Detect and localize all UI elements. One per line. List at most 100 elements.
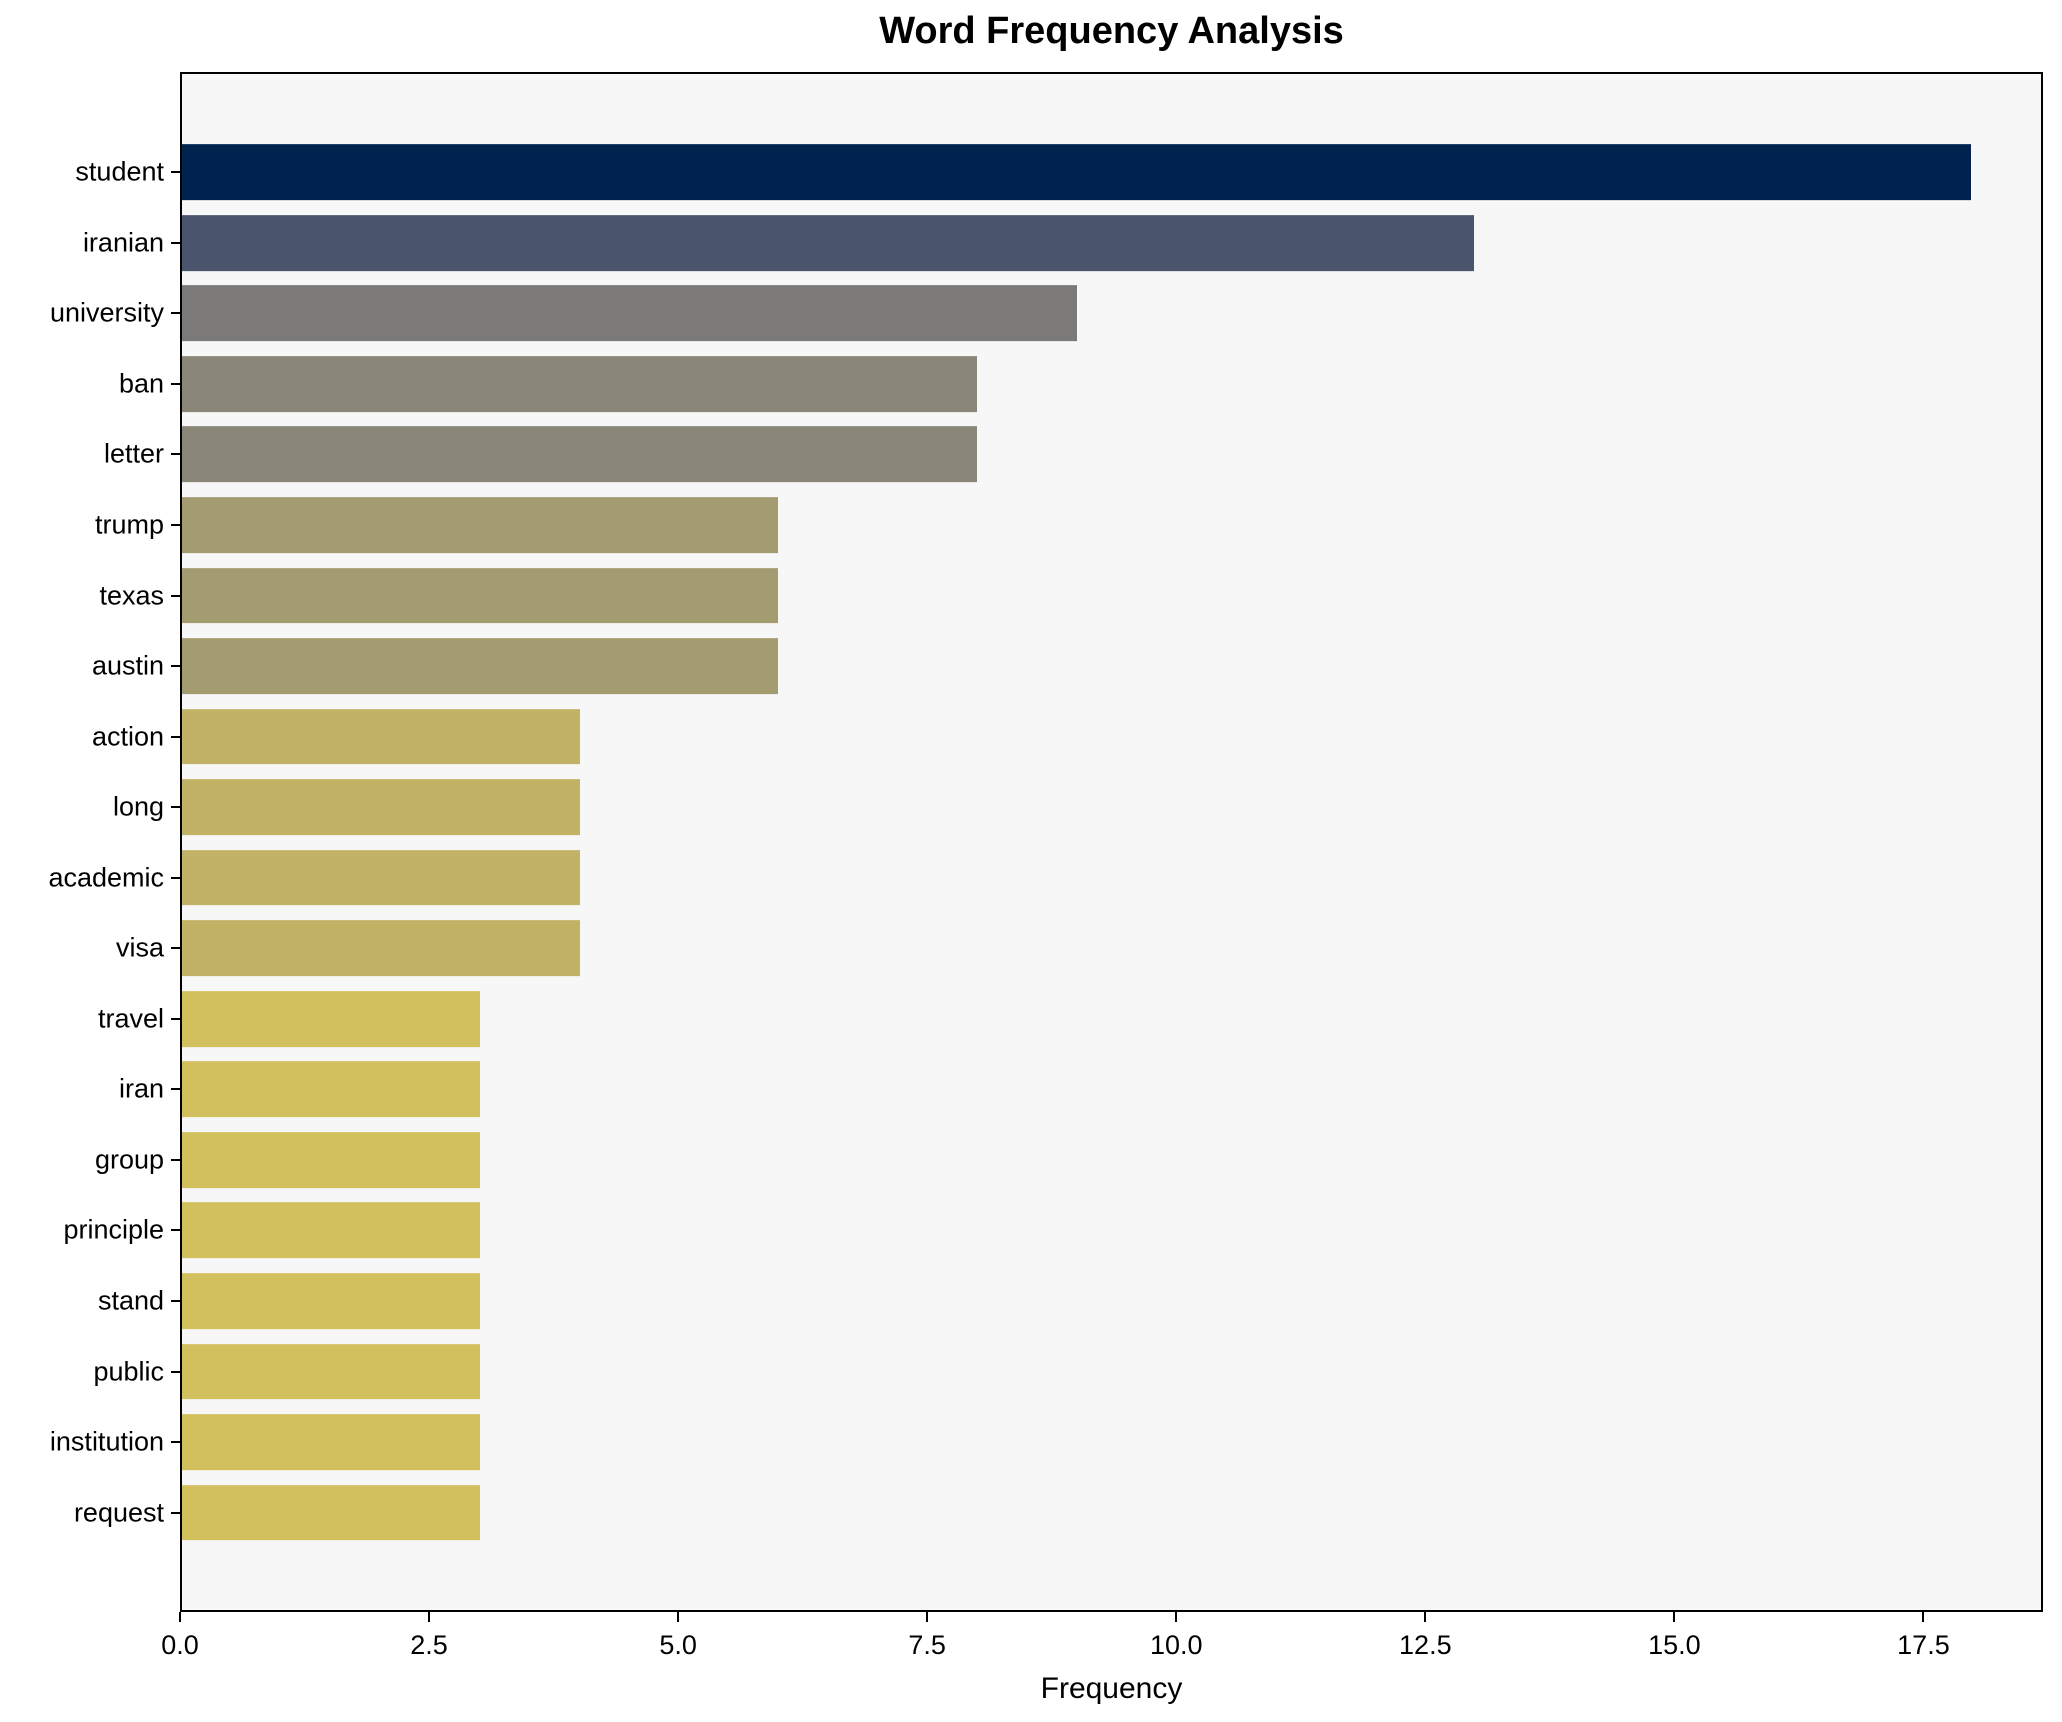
- y-tick: [171, 1017, 180, 1020]
- x-tick: [179, 1612, 181, 1622]
- bar-row: student: [75, 137, 2041, 208]
- y-tick: [171, 665, 180, 668]
- bar: [182, 1132, 481, 1188]
- bar-row: academic: [48, 842, 2041, 913]
- bar: [182, 1484, 481, 1541]
- bar-row: principle: [63, 1195, 2041, 1266]
- bar: [182, 214, 1475, 271]
- y-tick: [171, 1300, 180, 1303]
- bar: [182, 1414, 481, 1470]
- x-tick-label: 15.0: [1648, 1630, 1701, 1660]
- y-tick-label: trump: [94, 509, 164, 540]
- y-tick: [171, 1158, 180, 1161]
- y-tick: [171, 312, 180, 315]
- y-tick: [171, 1229, 180, 1232]
- bar-row: austin: [92, 631, 2041, 702]
- y-tick-label: institution: [49, 1426, 164, 1457]
- y-tick: [171, 453, 180, 456]
- bar-row: stand: [98, 1266, 2041, 1337]
- y-tick-label: austin: [91, 650, 164, 681]
- bar: [182, 356, 978, 412]
- bar-row: long: [113, 772, 2041, 843]
- y-tick: [171, 241, 180, 244]
- x-tick: [677, 1612, 680, 1622]
- x-tick-label: 17.5: [1897, 1630, 1950, 1660]
- x-tick: [428, 1612, 431, 1622]
- y-tick: [171, 382, 180, 385]
- bar-row: university: [50, 278, 2041, 349]
- bar: [182, 708, 580, 765]
- bar: [182, 638, 779, 694]
- y-tick-label: stand: [97, 1285, 164, 1316]
- plot-area: student iranian university ban letter trump te…: [48, 72, 2043, 1612]
- x-axis-label: Frequency: [1040, 1672, 1183, 1705]
- bar-row: travel: [98, 984, 2041, 1055]
- y-tick-label: university: [49, 297, 164, 328]
- y-tick-label: student: [75, 156, 164, 187]
- y-tick-label: academic: [48, 862, 164, 893]
- x-tick: [1673, 1612, 1676, 1622]
- bar: [182, 1273, 481, 1329]
- y-tick: [171, 1370, 180, 1373]
- x-tick-label: 12.5: [1399, 1630, 1452, 1660]
- y-tick-label: letter: [103, 438, 164, 469]
- bar: [182, 1343, 481, 1400]
- y-tick: [171, 947, 180, 950]
- y-tick: [171, 1511, 180, 1514]
- bar-row: institution: [50, 1407, 2041, 1478]
- x-tick-label: 5.0: [659, 1630, 697, 1660]
- y-tick-label: action: [91, 721, 164, 752]
- bar: [182, 285, 1077, 342]
- bar-row: visa: [116, 913, 2041, 984]
- y-tick-label: ban: [118, 368, 164, 399]
- y-tick: [171, 171, 180, 174]
- y-tick-label: visa: [115, 932, 164, 963]
- y-tick-label: public: [93, 1356, 164, 1387]
- bar-row: texas: [99, 560, 2041, 631]
- bar: [182, 1061, 481, 1118]
- y-tick: [171, 594, 180, 597]
- bar-row: letter: [104, 419, 2041, 490]
- bar: [182, 426, 978, 483]
- bar-row: request: [74, 1477, 2041, 1548]
- bar-row: ban: [119, 349, 2041, 420]
- bar-row: public: [93, 1336, 2041, 1407]
- x-tick-label: 7.5: [908, 1630, 946, 1660]
- x-tick: [1175, 1612, 1178, 1622]
- bar: [182, 1202, 481, 1259]
- bar-row: group: [95, 1125, 2041, 1196]
- y-tick: [171, 1088, 180, 1091]
- y-tick: [171, 876, 180, 879]
- bar-row: iranian: [83, 208, 2041, 279]
- bar-row: trump: [95, 490, 2041, 561]
- x-tick-label: 2.5: [410, 1630, 448, 1660]
- y-tick: [171, 524, 180, 526]
- bar-row: action: [92, 701, 2041, 772]
- bar: [182, 920, 580, 977]
- y-tick-label: principle: [63, 1214, 164, 1245]
- x-tick: [1922, 1612, 1925, 1622]
- bar: [182, 497, 779, 553]
- chart-title: Word Frequency Analysis: [879, 10, 1344, 52]
- y-tick-label: iran: [118, 1073, 164, 1104]
- bar: [182, 779, 580, 836]
- y-tick-label: group: [94, 1144, 164, 1175]
- y-tick-label: iranian: [82, 227, 164, 258]
- y-tick-label: travel: [97, 1003, 164, 1034]
- y-tick-label: texas: [99, 580, 164, 611]
- bar: [182, 144, 1972, 201]
- y-tick-label: request: [73, 1497, 164, 1528]
- x-tick: [1424, 1612, 1427, 1622]
- bar: [182, 849, 580, 906]
- bar-row: iran: [119, 1054, 2041, 1125]
- y-tick-label: long: [112, 791, 164, 822]
- y-tick: [171, 1441, 180, 1444]
- bar: [182, 990, 481, 1047]
- x-tick: [926, 1612, 929, 1622]
- x-tick-label: 10.0: [1149, 1630, 1203, 1660]
- x-tick-label: 0.0: [161, 1630, 199, 1660]
- y-tick: [171, 735, 180, 738]
- bar: [182, 567, 779, 624]
- y-tick: [171, 806, 180, 809]
